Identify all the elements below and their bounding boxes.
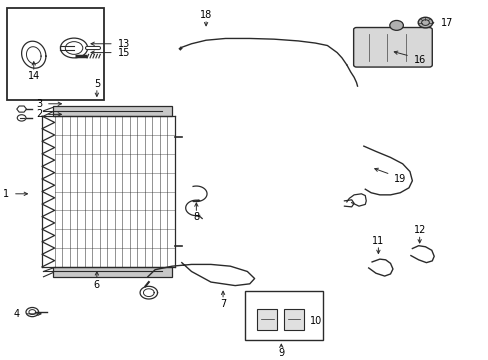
Text: 12: 12 (413, 225, 425, 235)
FancyBboxPatch shape (53, 106, 172, 116)
Text: 16: 16 (413, 55, 425, 66)
Circle shape (417, 17, 432, 28)
Text: 5: 5 (94, 78, 100, 89)
Bar (7, 8, 104, 100)
Text: 7: 7 (220, 299, 226, 309)
Text: 1: 1 (3, 189, 9, 199)
Text: 3: 3 (36, 99, 42, 109)
Bar (244, 291, 322, 340)
Text: 10: 10 (309, 316, 321, 326)
Text: 13: 13 (118, 39, 130, 49)
Text: 14: 14 (28, 71, 40, 81)
Text: 2: 2 (36, 109, 42, 120)
Text: 8: 8 (193, 212, 199, 222)
Text: 6: 6 (94, 279, 100, 289)
Bar (283, 309, 304, 330)
Text: 4: 4 (14, 309, 20, 319)
FancyBboxPatch shape (353, 27, 431, 67)
Text: 15: 15 (118, 48, 130, 58)
Text: 11: 11 (371, 236, 384, 246)
Text: 17: 17 (440, 18, 452, 28)
Text: 9: 9 (278, 348, 284, 359)
Circle shape (389, 21, 403, 30)
FancyBboxPatch shape (53, 267, 172, 277)
Text: 19: 19 (394, 174, 406, 184)
Text: 18: 18 (200, 10, 212, 20)
Bar (257, 309, 277, 330)
